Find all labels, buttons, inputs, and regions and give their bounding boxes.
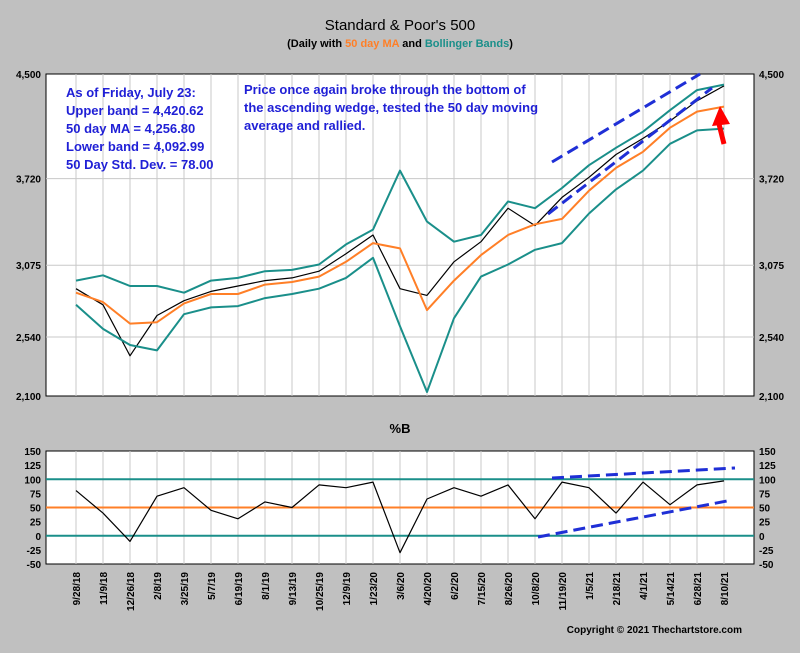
- upper-band-line: [75, 83, 725, 294]
- chart-title: Standard & Poor's 500: [325, 17, 475, 34]
- x-tick-label: 4/20/20: [423, 572, 434, 606]
- price-y-axis-left: 4,500 3,720 3,075 2,540 2,100: [16, 70, 41, 403]
- y-tick-label: 3,075: [16, 261, 41, 272]
- x-tick-label: 12/26/18: [126, 572, 137, 611]
- y-tick-label: 3,720: [16, 175, 41, 186]
- y-tick-label: 100: [759, 475, 776, 486]
- x-tick-label: 3/6/20: [396, 572, 407, 600]
- y-tick-label: 125: [759, 461, 776, 472]
- x-tick-label: 4/1/21: [639, 572, 650, 600]
- x-tick-label: 8/1/19: [261, 572, 272, 600]
- x-tick-label: 9/28/18: [72, 572, 83, 606]
- percent-b-title: %B: [390, 421, 411, 436]
- x-tick-label: 2/18/21: [612, 572, 623, 606]
- y-tick-label: 2,540: [16, 333, 41, 344]
- x-axis: 9/28/18 11/9/18 12/26/18 2/8/19 3/25/19 5/7/1…: [72, 572, 731, 611]
- y-tick-label: 75: [30, 489, 42, 500]
- percent-b-y-axis-left: 150 125 100 75 50 25 0 -25 -50: [24, 447, 41, 571]
- x-tick-label: 8/26/20: [504, 572, 515, 606]
- annotation-line: average and rallied.: [244, 118, 365, 133]
- percent-b-wedge-lower: [537, 499, 728, 539]
- wedge-lower-line: [547, 86, 713, 216]
- x-tick-label: 6/2/20: [450, 572, 461, 600]
- info-box-line: 50 Day Std. Dev. = 78.00: [66, 157, 214, 172]
- x-tick-label: 8/10/21: [720, 572, 731, 606]
- y-tick-label: 50: [759, 504, 771, 515]
- info-box-line: As of Friday, July 23:: [66, 85, 196, 100]
- price-grid: [46, 74, 754, 396]
- y-tick-label: 4,500: [759, 70, 784, 81]
- lower-band-line: [75, 127, 725, 393]
- y-tick-label: 25: [759, 518, 771, 529]
- y-tick-label: 150: [24, 447, 41, 458]
- y-tick-label: 25: [30, 518, 42, 529]
- red-arrow-icon: [712, 106, 730, 145]
- annotation-line: the ascending wedge, tested the 50 day m…: [244, 100, 538, 115]
- percent-b-reference-lines: [46, 478, 754, 537]
- y-tick-label: 100: [24, 475, 41, 486]
- x-tick-label: 12/9/19: [342, 572, 353, 606]
- x-tick-label: 5/14/21: [666, 572, 677, 606]
- percent-b-line: [75, 480, 725, 554]
- y-tick-label: 3,720: [759, 175, 784, 186]
- x-tick-label: 6/28/21: [693, 572, 704, 606]
- percent-b-series: [75, 480, 725, 554]
- y-tick-label: 4,500: [16, 70, 41, 81]
- x-tick-label: 1/23/20: [369, 572, 380, 606]
- y-tick-label: 50: [30, 504, 42, 515]
- info-box-line: 50 day MA = 4,256.80: [66, 121, 195, 136]
- y-tick-label: 75: [759, 489, 771, 500]
- y-tick-label: 3,075: [759, 261, 784, 272]
- x-tick-label: 11/9/18: [99, 572, 110, 605]
- subtitle-middle: and: [399, 38, 425, 50]
- y-tick-label: -50: [27, 560, 42, 571]
- price-y-axis-right: 4,500 3,720 3,075 2,540 2,100: [759, 70, 784, 403]
- percent-b-wedge: [537, 466, 736, 539]
- y-tick-label: -50: [759, 560, 774, 571]
- x-tick-label: 7/15/20: [477, 572, 488, 606]
- y-tick-label: 2,540: [759, 333, 784, 344]
- copyright-text: Copyright © 2021 Thechartstore.com: [567, 625, 742, 636]
- y-tick-label: -25: [759, 546, 774, 557]
- ascending-wedge: [547, 72, 713, 216]
- y-tick-label: 150: [759, 447, 776, 458]
- y-tick-label: 2,100: [16, 392, 41, 403]
- arrow-shaft: [716, 123, 727, 145]
- x-tick-label: 11/19/20: [558, 572, 569, 611]
- x-tick-label: 10/8/20: [531, 572, 542, 606]
- info-box-line: Lower band = 4,092.99: [66, 139, 204, 154]
- percent-b-y-axis-right: 150 125 100 75 50 25 0 -25 -50: [759, 447, 776, 571]
- info-box: As of Friday, July 23: Upper band = 4,420…: [66, 85, 214, 172]
- subtitle-prefix: (Daily with: [287, 38, 345, 50]
- x-tick-label: 5/7/19: [207, 572, 218, 600]
- subtitle-suffix: ): [509, 38, 513, 50]
- chart-subtitle: (Daily with 50 day MA and Bollinger Band…: [287, 38, 513, 50]
- x-tick-label: 9/13/19: [288, 572, 299, 606]
- y-tick-label: 2,100: [759, 392, 784, 403]
- wedge-upper-line: [551, 72, 701, 164]
- ma-line: [75, 105, 725, 325]
- arrow-head: [712, 106, 730, 126]
- info-box-line: Upper band = 4,420.62: [66, 103, 204, 118]
- x-tick-label: 1/5/21: [585, 572, 596, 600]
- x-tick-label: 6/19/19: [234, 572, 245, 606]
- x-tick-label: 10/25/19: [315, 572, 326, 611]
- x-tick-label: 3/25/19: [180, 572, 191, 606]
- percent-b-wedge-upper: [551, 466, 736, 480]
- subtitle-ma-label: 50 day MA: [345, 38, 399, 50]
- y-tick-label: 0: [35, 532, 41, 543]
- y-tick-label: 0: [759, 532, 765, 543]
- price-line: [75, 85, 725, 357]
- subtitle-bands-label: Bollinger Bands: [425, 38, 509, 50]
- annotation-text: Price once again broke through the botto…: [244, 82, 538, 133]
- x-tick-label: 2/8/19: [153, 572, 164, 600]
- y-tick-label: -25: [27, 546, 42, 557]
- price-series: [75, 83, 725, 393]
- y-tick-label: 125: [24, 461, 41, 472]
- annotation-line: Price once again broke through the botto…: [244, 82, 526, 97]
